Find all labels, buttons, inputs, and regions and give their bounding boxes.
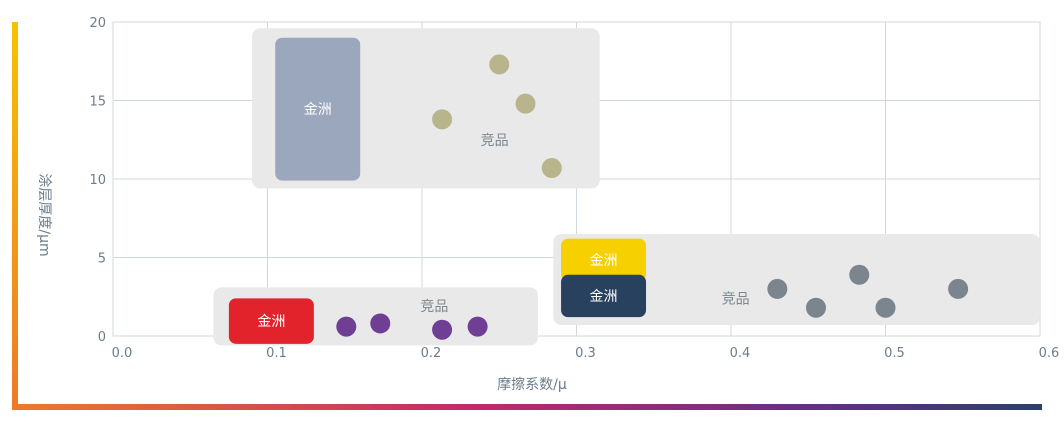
- data-point: [515, 93, 536, 114]
- competitor-region-label: 竞品: [420, 298, 448, 315]
- jinzhou-box: [561, 238, 647, 282]
- jinzhou-box: [228, 298, 314, 344]
- x-tick-label: 0.2: [421, 346, 442, 361]
- competitor-region-label: 竞品: [481, 132, 509, 149]
- x-tick-label: 0.5: [884, 346, 905, 361]
- data-point: [805, 297, 826, 318]
- jinzhou-box-label: 金洲: [257, 314, 285, 330]
- ticks: 0.0 0.1 0.2 0.3 0.4 0.5 0.6 0 5 10 15 20: [89, 16, 1059, 361]
- y-tick-label: 0: [98, 330, 106, 345]
- x-tick-label: 0.6: [1039, 346, 1060, 361]
- data-point: [849, 264, 870, 285]
- data-point: [875, 297, 896, 318]
- jinzhou-box-label: 金洲: [304, 102, 332, 118]
- data-point: [432, 109, 453, 130]
- competitor-region-label: 竞品: [722, 290, 750, 307]
- x-tick-label: 0.1: [266, 346, 287, 361]
- data-point: [370, 313, 391, 334]
- x-tick-label: 0.3: [575, 346, 596, 361]
- jinzhou-box-label: 金洲: [590, 253, 618, 269]
- data-point: [432, 319, 453, 340]
- x-tick-label: 0.4: [730, 346, 751, 361]
- data-point: [467, 316, 488, 337]
- data-point: [336, 316, 357, 337]
- data-point: [489, 54, 510, 75]
- jinzhou-box: [275, 37, 361, 181]
- x-tick-label: 0.0: [112, 346, 133, 361]
- data-point: [541, 158, 562, 179]
- data-point: [767, 278, 788, 299]
- competitor-region: [553, 233, 1040, 326]
- jinzhou-box-label: 金洲: [590, 289, 618, 305]
- y-tick-label: 20: [89, 16, 106, 31]
- y-axis-title: 涂层厚度/μm: [36, 173, 52, 256]
- y-tick-label: 5: [98, 252, 106, 267]
- frame-horizontal-bar: [12, 404, 1042, 410]
- y-tick-label: 15: [89, 95, 106, 110]
- y-tick-label: 10: [89, 173, 106, 188]
- frame-vertical-bar: [12, 22, 18, 410]
- x-axis-title: 摩擦系数/μ: [497, 376, 567, 393]
- jinzhou-box: [561, 274, 647, 318]
- data-point: [948, 278, 969, 299]
